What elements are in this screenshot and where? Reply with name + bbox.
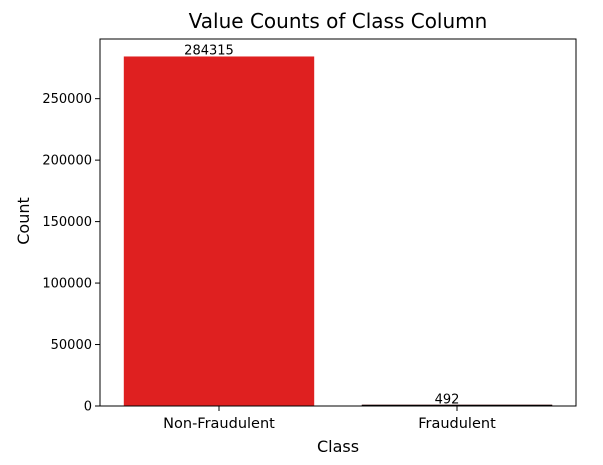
bar-non-fraudulent bbox=[123, 56, 315, 406]
y-axis-label: Count bbox=[14, 197, 33, 245]
x-axis-label: Class bbox=[317, 437, 359, 456]
chart-title: Value Counts of Class Column bbox=[189, 9, 488, 33]
y-tick-label: 100000 bbox=[42, 277, 92, 292]
y-tick-label: 0 bbox=[84, 400, 92, 415]
plot-area: 284315 Non-Fraudulent 492 Fraudulent 0 50000 1… bbox=[42, 38, 577, 432]
plot-frame bbox=[99, 38, 577, 407]
y-tick-label: 150000 bbox=[42, 215, 92, 230]
x-tick-label: Fraudulent bbox=[418, 416, 496, 432]
data-label: 492 bbox=[435, 392, 460, 407]
y-tick-label: 250000 bbox=[42, 92, 92, 107]
y-tick-label: 50000 bbox=[51, 338, 92, 353]
x-tick-label: Non-Fraudulent bbox=[163, 416, 275, 432]
data-label: 284315 bbox=[184, 43, 234, 58]
y-tick-label: 200000 bbox=[42, 154, 92, 169]
